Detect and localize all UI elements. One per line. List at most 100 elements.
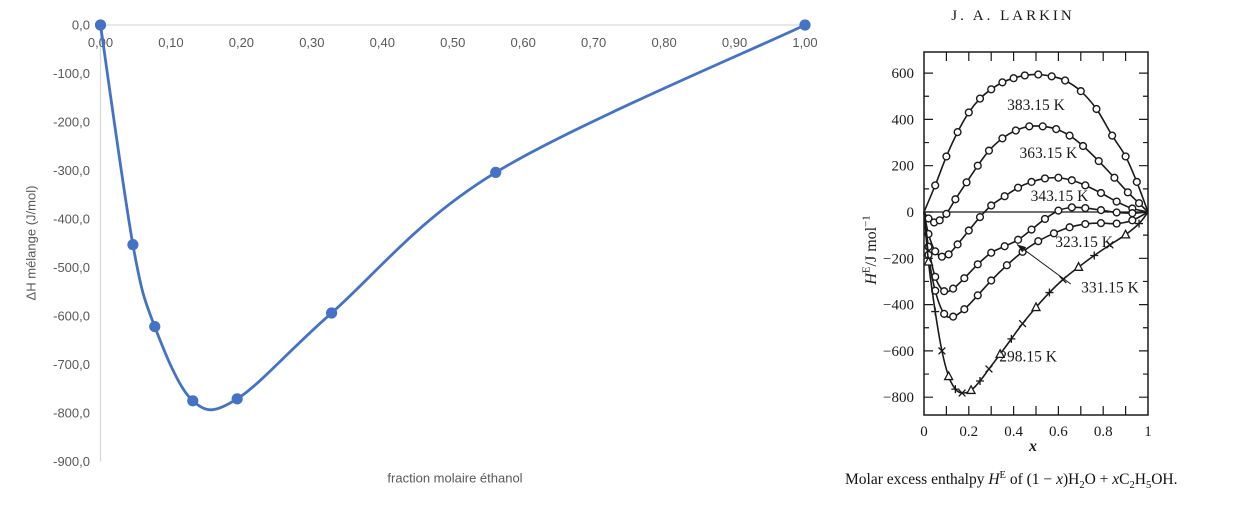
- data-point-marker: [325, 307, 338, 319]
- circle-marker: [1094, 156, 1103, 166]
- circle-marker: [1000, 242, 1009, 251]
- circle-marker: [998, 134, 1007, 143]
- circle-marker: [949, 284, 958, 293]
- data-point-marker: [490, 166, 502, 179]
- series-label: 323.15 K: [1055, 234, 1114, 251]
- y-tick-label: -300,0: [53, 163, 90, 178]
- circle-marker: [1054, 173, 1063, 182]
- circle-marker: [1128, 209, 1137, 218]
- circle-marker: [1038, 122, 1047, 131]
- data-point-marker: [799, 19, 811, 31]
- circle-marker: [962, 178, 971, 187]
- left-chart-x-tick-labels: 0,00 0,10 0,20 0,30 0,40 0,50 0,60 0,70 0,80 0,90…: [88, 35, 818, 50]
- x-tick-label: 0.8: [1094, 424, 1113, 440]
- circle-marker: [1013, 183, 1023, 192]
- triangle-marker: [1073, 261, 1084, 271]
- right-chart-x-axis-title: x: [1029, 438, 1037, 455]
- y-tick-label: 400: [892, 112, 915, 128]
- cross-marker: [1018, 319, 1027, 328]
- circle-marker: [1112, 208, 1121, 217]
- circle-marker: [1034, 70, 1043, 79]
- left-chart-x-axis-title: fraction molaire éthanol: [387, 470, 523, 486]
- y-tick-label: -900,0: [53, 454, 90, 469]
- y-tick-label: -500,0: [53, 260, 90, 275]
- circle-marker: [1081, 219, 1090, 229]
- series-label: 383.15 K: [1007, 97, 1066, 114]
- plus-marker: [931, 307, 940, 316]
- axis-ticks: [924, 52, 1148, 415]
- circle-marker: [973, 291, 982, 300]
- circle-marker: [1020, 71, 1029, 80]
- circle-marker: [1081, 203, 1090, 213]
- series-line: [923, 211, 1149, 319]
- circle-marker: [1025, 122, 1034, 131]
- circle-marker: [1076, 87, 1085, 96]
- circle-marker: [1065, 131, 1074, 140]
- circle-marker: [975, 212, 985, 222]
- circle-marker: [1047, 72, 1056, 81]
- curve-323-15--K: 323.15 K: [923, 211, 1149, 321]
- y-tick-label: −600: [883, 344, 914, 360]
- plus-marker: [1007, 334, 1016, 343]
- circle-marker: [1096, 188, 1106, 198]
- circle-marker: [1112, 219, 1121, 228]
- y-tick-label: -700,0: [53, 357, 90, 372]
- curve-298-15--K: 298.15 K: [923, 211, 1149, 397]
- data-point-marker: [231, 393, 243, 405]
- x-tick-label: 0,50: [440, 35, 465, 50]
- circle-marker: [973, 260, 982, 269]
- annotation-arrow: [1016, 244, 1072, 285]
- right-chart-x-tick-labels: 0 0.2 0.4 0.6 0.8 1: [920, 424, 1152, 440]
- circle-marker: [1108, 131, 1117, 140]
- x-tick-label: 0,70: [581, 35, 606, 50]
- y-tick-label: -400,0: [53, 211, 90, 226]
- right-chart-y-tick-labels: 600 400 200 0 −200 −400 −600 −800: [883, 66, 914, 406]
- x-tick-label: 1,00: [792, 35, 817, 50]
- circle-marker: [1061, 76, 1070, 85]
- circle-marker: [973, 161, 982, 170]
- circle-marker: [1067, 203, 1076, 212]
- circle-marker: [1002, 261, 1011, 270]
- circle-marker: [1000, 192, 1009, 201]
- left-chart-y-tick-labels: 0,0 -100,0 -200,0 -300,0 -400,0 -500,0 -600,0 -…: [53, 18, 90, 469]
- circle-marker: [937, 252, 947, 261]
- triangle-marker: [923, 255, 934, 266]
- y-tick-label: 0: [907, 205, 915, 221]
- x-tick-label: 0,40: [370, 35, 395, 50]
- series-label: 363.15 K: [1019, 145, 1078, 162]
- series-label: 298.15 K: [999, 349, 1058, 366]
- series-label: 331.15 K: [1081, 280, 1140, 297]
- triangle-marker: [943, 370, 954, 381]
- data-point-marker: [94, 19, 107, 31]
- figure-caption: Molar excess enthalpy HE of (1 − x)H2O +…: [845, 469, 1178, 492]
- right-chart-y-axis-title: HE/J mol−1: [860, 215, 880, 285]
- circle-marker: [931, 247, 940, 256]
- circle-marker: [960, 305, 969, 314]
- x-tick-label: 0,30: [299, 35, 324, 50]
- circle-marker: [1123, 188, 1132, 197]
- y-tick-label: -800,0: [53, 405, 90, 420]
- data-point-marker: [127, 239, 139, 251]
- circle-marker: [1078, 141, 1088, 151]
- curve-363-15--K: 363.15 K: [923, 122, 1149, 227]
- circle-marker: [1132, 177, 1141, 187]
- series-label: 343.15 K: [1031, 188, 1090, 205]
- circle-marker: [1128, 216, 1137, 225]
- circle-marker: [949, 312, 958, 321]
- circle-marker: [1096, 206, 1106, 215]
- triangle-marker: [995, 348, 1006, 358]
- triangle-marker: [1030, 301, 1042, 312]
- data-point-marker: [149, 321, 161, 333]
- circle-marker: [975, 94, 985, 103]
- circle-marker: [987, 276, 996, 285]
- y-tick-label: 200: [892, 159, 915, 175]
- circle-marker: [1027, 177, 1036, 187]
- x-tick-label: 1: [1144, 424, 1152, 440]
- curve-343-15--K: 343.15 K: [923, 173, 1149, 261]
- x-tick-label: 0,20: [229, 35, 254, 50]
- triangle-marker: [1120, 228, 1131, 239]
- circle-marker: [987, 201, 996, 210]
- circle-marker: [944, 250, 953, 259]
- circle-marker: [1121, 152, 1130, 161]
